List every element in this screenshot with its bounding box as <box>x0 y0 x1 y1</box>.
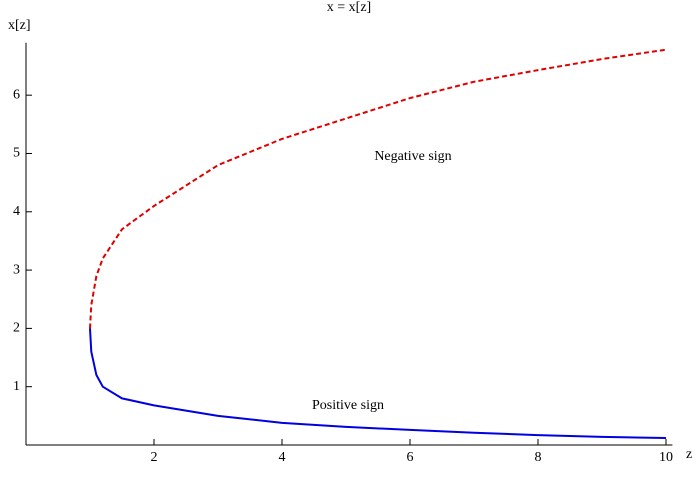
x-tick-label: 4 <box>279 450 286 465</box>
y-tick-label: 3 <box>13 262 20 277</box>
x-tick-label: 10 <box>659 450 673 465</box>
x-tick-label: 8 <box>535 450 542 465</box>
y-tick-label: 1 <box>13 379 20 394</box>
annotation: Negative sign <box>374 149 451 164</box>
chart-title: x = x[z] <box>327 0 371 15</box>
series-line <box>89 328 667 440</box>
y-tick-label: 4 <box>13 204 20 219</box>
annotation: Positive sign <box>312 398 384 413</box>
x-tick-label: 2 <box>151 450 158 465</box>
x-tick-label: 6 <box>407 450 414 465</box>
series-line <box>89 48 667 329</box>
y-tick-label: 2 <box>13 321 20 336</box>
y-tick-label: 6 <box>13 87 20 102</box>
x-axis-label: z <box>686 447 692 462</box>
y-axis-label: x[z] <box>8 18 31 33</box>
y-tick-label: 5 <box>13 146 20 161</box>
